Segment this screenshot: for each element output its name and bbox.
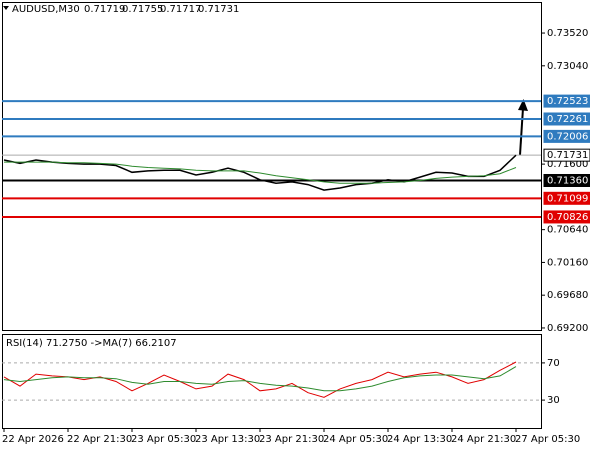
x-tick-label: 24 Apr 13:30 [387, 434, 452, 445]
level-label-box [543, 129, 590, 143]
level-label-box [543, 94, 590, 108]
y-tick-label: 0.73520 [547, 28, 588, 39]
y-tick-label: 0.70640 [547, 225, 588, 236]
level-label: 0.72523 [547, 96, 588, 107]
x-tick-label: 23 Apr 13:30 [195, 434, 260, 445]
y-tick-label: 0.73040 [547, 61, 588, 72]
quote-low: 0.71717 [160, 4, 201, 15]
level-label: 0.72261 [547, 114, 588, 125]
level-label-box [543, 173, 590, 187]
x-tick-label: 24 Apr 21:30 [451, 434, 516, 445]
series-line [3, 154, 517, 191]
level-label-box [543, 148, 590, 162]
quote-open: 0.71719 [84, 4, 125, 15]
y-tick-label: 0.69680 [547, 290, 588, 301]
y-tick-label: 0.71600 [547, 159, 588, 170]
y-tick-label: 0.69200 [547, 323, 588, 334]
level-label: 0.71099 [547, 193, 588, 204]
x-tick-label: 23 Apr 05:30 [131, 434, 196, 445]
y-tick-label: 70 [547, 358, 560, 369]
series-line [4, 161, 517, 184]
rsi-panel [2, 334, 542, 429]
x-tick-label: 23 Apr 21:30 [259, 434, 324, 445]
menu-icon[interactable] [3, 6, 9, 10]
x-tick-label: 22 Apr 21:30 [67, 434, 132, 445]
arrow [519, 107, 524, 156]
level-label: 0.71360 [547, 175, 588, 186]
series-line [3, 361, 517, 398]
quote-close: 0.71731 [198, 4, 239, 15]
level-label: 0.71731 [547, 150, 588, 161]
symbol: AUDUSD,M30 [12, 4, 80, 15]
x-tick-label: 27 Apr 05:30 [515, 434, 580, 445]
series-line [3, 366, 517, 392]
level-label-box [543, 112, 590, 126]
x-tick-label: 24 Apr 05:30 [323, 434, 388, 445]
x-tick-label: 22 Apr 2026 [2, 434, 64, 445]
y-tick-label: 0.70160 [547, 257, 588, 268]
level-label-box [543, 210, 590, 224]
level-label: 0.72006 [547, 131, 588, 142]
quote-high: 0.71755 [122, 4, 163, 15]
price-panel [2, 2, 542, 331]
level-label-box [543, 191, 590, 205]
level-label: 0.70826 [547, 212, 588, 223]
arrow-head [518, 99, 528, 111]
rsi-title: RSI(14) 71.2750 ->MA(7) 66.2107 [6, 338, 177, 349]
y-tick-label: 30 [547, 395, 560, 406]
